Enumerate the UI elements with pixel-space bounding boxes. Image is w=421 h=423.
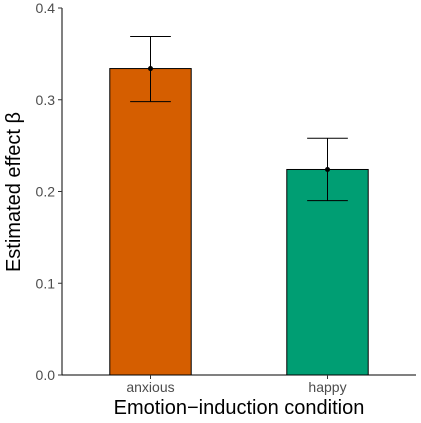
bar-anxious: [109, 68, 192, 376]
x-ticks: anxious happy: [126, 375, 347, 395]
y-tick-label: 0.0: [36, 367, 56, 383]
y-axis-title: Estimated effect β: [3, 112, 25, 272]
x-axis-title: Emotion−induction condition: [114, 397, 365, 419]
mean-point-happy: [325, 166, 330, 172]
y-tick-label: 0.1: [36, 275, 56, 291]
y-tick-label: 0.2: [36, 184, 56, 200]
x-tick-label-anxious: anxious: [126, 379, 174, 395]
y-ticks: 0.0 0.1 0.2 0.3 0.4: [36, 0, 62, 383]
bars: [109, 68, 369, 376]
y-tick-label: 0.4: [36, 0, 56, 16]
mean-point-anxious: [148, 66, 153, 72]
y-tick-label: 0.3: [36, 92, 56, 108]
x-tick-label-happy: happy: [308, 379, 346, 395]
error-bars: [130, 35, 348, 202]
